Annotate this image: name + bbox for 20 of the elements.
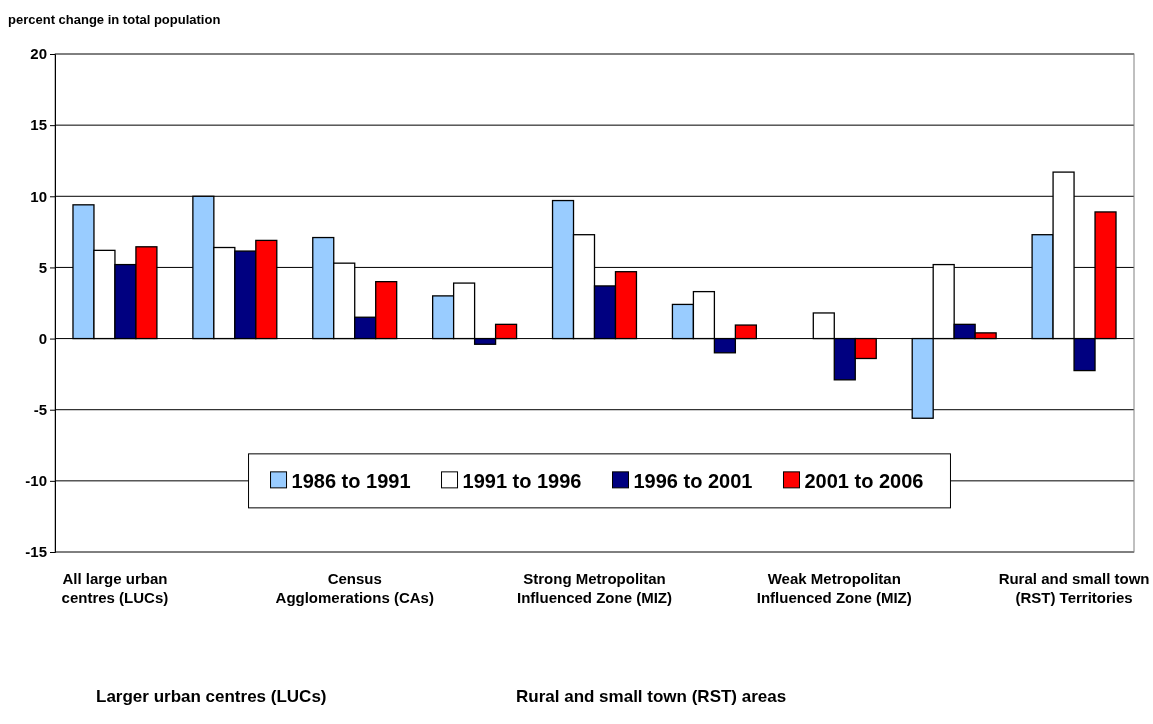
x-tick-label: Strong Metropolitan Influenced Zone (MIZ) bbox=[517, 570, 672, 606]
y-tick-label: -10 bbox=[25, 472, 47, 490]
x-tick-label: All large urban centres (LUCs) bbox=[61, 570, 169, 606]
y-axis-title: percent change in total population bbox=[8, 12, 221, 27]
y-tick-label: 20 bbox=[30, 45, 47, 63]
legend-label: 1996 to 2001 bbox=[633, 469, 753, 492]
y-tick-label: 10 bbox=[30, 187, 47, 205]
y-tick-label: 15 bbox=[30, 116, 47, 134]
legend-label: 1991 to 1996 bbox=[462, 469, 582, 492]
legend-label: 1986 to 1991 bbox=[291, 469, 411, 492]
y-tick-label: -5 bbox=[33, 401, 47, 419]
y-tick-label: 5 bbox=[38, 258, 47, 276]
x-tick-label: Census Agglomerations (CAs) bbox=[275, 570, 434, 606]
x-tick-label: Weak Metropolitan Influenced Zone (MIZ) bbox=[756, 570, 912, 606]
text: Larger urban centres (LUCs) bbox=[96, 687, 327, 706]
y-tick-label: 0 bbox=[38, 329, 47, 347]
x-tick-label: Rural and small town (RST) Territories bbox=[998, 570, 1150, 606]
legend-label: 2001 to 2006 bbox=[804, 469, 924, 492]
y-tick-label: -15 bbox=[25, 543, 47, 561]
text: Rural and small town (RST) areas bbox=[516, 687, 787, 706]
